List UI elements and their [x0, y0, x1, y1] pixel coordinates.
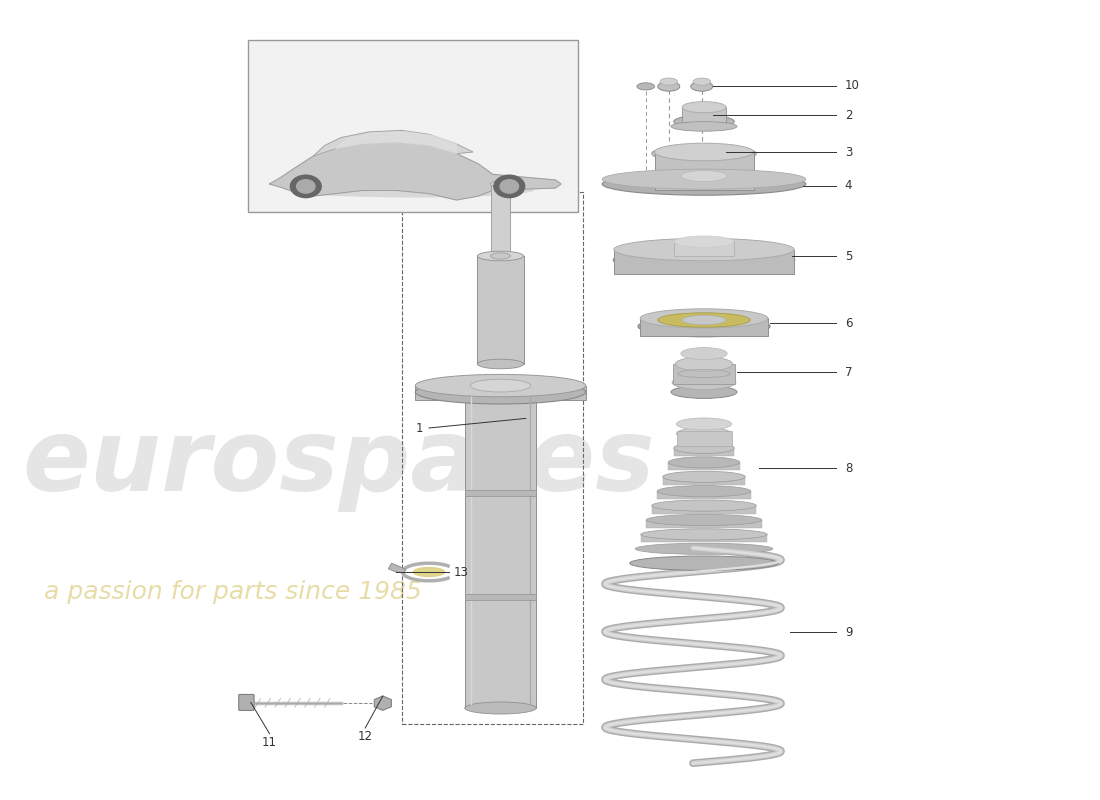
Bar	[640, 318, 768, 336]
Bar	[673, 448, 735, 456]
Bar	[402, 192, 583, 724]
Bar	[647, 520, 761, 528]
Ellipse shape	[660, 78, 678, 86]
Text: 9: 9	[845, 626, 853, 638]
Ellipse shape	[672, 375, 736, 390]
Polygon shape	[270, 142, 561, 200]
Bar	[676, 431, 732, 446]
Ellipse shape	[658, 486, 750, 497]
Bar	[674, 242, 734, 256]
Text: 4: 4	[845, 179, 853, 192]
Bar	[640, 534, 768, 542]
Bar	[416, 386, 585, 400]
Bar	[464, 594, 537, 600]
Ellipse shape	[676, 427, 732, 439]
Ellipse shape	[669, 457, 739, 468]
Bar	[651, 506, 757, 514]
Circle shape	[297, 180, 315, 193]
Text: 5: 5	[845, 250, 853, 262]
Ellipse shape	[491, 181, 510, 187]
Ellipse shape	[636, 543, 772, 554]
Ellipse shape	[464, 702, 537, 714]
Polygon shape	[388, 563, 406, 573]
Bar	[477, 256, 524, 364]
Ellipse shape	[416, 374, 585, 397]
Ellipse shape	[658, 313, 750, 327]
Ellipse shape	[603, 169, 805, 189]
Circle shape	[494, 175, 525, 198]
Circle shape	[500, 180, 518, 193]
Bar	[491, 184, 510, 256]
Ellipse shape	[640, 529, 768, 540]
Text: eurospares: eurospares	[22, 415, 654, 513]
Ellipse shape	[674, 236, 734, 247]
Ellipse shape	[647, 514, 761, 526]
Ellipse shape	[614, 238, 794, 261]
Ellipse shape	[614, 248, 794, 272]
Ellipse shape	[477, 251, 524, 261]
Text: 7: 7	[845, 366, 853, 378]
Text: 12: 12	[358, 730, 373, 743]
Ellipse shape	[464, 382, 537, 394]
Ellipse shape	[638, 316, 770, 337]
Ellipse shape	[629, 556, 779, 570]
Bar	[673, 364, 735, 384]
Polygon shape	[374, 696, 392, 710]
Bar	[682, 107, 726, 122]
Ellipse shape	[673, 243, 735, 256]
Polygon shape	[336, 132, 456, 154]
Text: a passion for parts since 1985: a passion for parts since 1985	[44, 580, 421, 604]
Text: 6: 6	[845, 317, 853, 330]
Ellipse shape	[681, 347, 727, 359]
Text: 1: 1	[416, 422, 424, 434]
Ellipse shape	[637, 82, 654, 90]
Ellipse shape	[673, 442, 735, 454]
Ellipse shape	[651, 145, 757, 162]
Bar	[662, 477, 746, 485]
Ellipse shape	[603, 173, 805, 195]
Bar	[464, 388, 537, 708]
Ellipse shape	[682, 315, 726, 325]
Bar	[669, 462, 739, 470]
Ellipse shape	[654, 143, 754, 161]
Ellipse shape	[671, 122, 737, 131]
Text: 10: 10	[845, 79, 860, 92]
FancyBboxPatch shape	[239, 694, 254, 710]
Ellipse shape	[671, 386, 737, 398]
Ellipse shape	[682, 102, 726, 113]
Text: 3: 3	[845, 146, 853, 158]
Ellipse shape	[416, 380, 585, 404]
Circle shape	[290, 175, 321, 198]
Ellipse shape	[292, 182, 534, 197]
Ellipse shape	[693, 78, 711, 86]
Bar	[464, 490, 537, 496]
Ellipse shape	[640, 309, 768, 328]
Bar	[654, 152, 754, 190]
Ellipse shape	[676, 418, 732, 430]
Bar	[248, 40, 578, 212]
Ellipse shape	[662, 471, 746, 482]
Text: 8: 8	[845, 462, 853, 474]
Polygon shape	[314, 130, 473, 156]
Text: 13: 13	[453, 566, 469, 578]
Ellipse shape	[491, 253, 510, 259]
Text: 2: 2	[845, 109, 853, 122]
Ellipse shape	[471, 379, 530, 392]
Ellipse shape	[412, 566, 446, 578]
Text: 11: 11	[262, 736, 277, 749]
Ellipse shape	[673, 115, 735, 128]
Ellipse shape	[658, 82, 680, 91]
Bar	[614, 250, 794, 274]
Bar	[658, 491, 750, 499]
Ellipse shape	[651, 500, 757, 511]
Ellipse shape	[691, 150, 717, 158]
Ellipse shape	[675, 357, 733, 371]
Ellipse shape	[477, 359, 524, 369]
Ellipse shape	[691, 82, 713, 91]
Ellipse shape	[681, 170, 727, 182]
